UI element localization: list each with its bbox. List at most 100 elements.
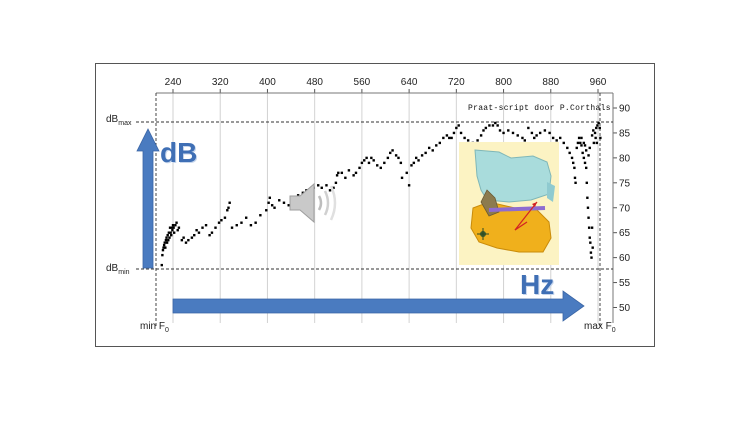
data-point-131 <box>516 134 519 137</box>
data-point-24 <box>176 228 179 232</box>
data-point-119 <box>476 139 479 142</box>
data-point-94 <box>399 161 403 165</box>
data-point-69 <box>328 189 332 192</box>
data-point-48 <box>244 216 248 219</box>
db-arrow-label: dB <box>160 137 198 168</box>
data-point-178 <box>599 136 602 140</box>
data-point-142 <box>555 139 558 142</box>
data-point-21 <box>172 231 176 234</box>
data-point-36 <box>208 233 211 237</box>
data-point-20 <box>172 226 175 229</box>
data-point-128 <box>502 131 505 135</box>
data-point-188 <box>595 141 599 145</box>
data-point-168 <box>589 251 593 254</box>
data-point-0 <box>160 263 163 267</box>
speaker-icon[interactable] <box>286 180 342 226</box>
tick-label-x-960: 960 <box>590 77 607 88</box>
data-point-175 <box>596 124 599 127</box>
chart-frame: 240 320 400 480 560 640 720 800 880 960 50 55 60 65 70… <box>95 63 655 347</box>
data-point-137 <box>535 134 538 137</box>
data-point-39 <box>217 221 221 224</box>
nasal-tip-shape <box>547 182 555 202</box>
data-point-43 <box>227 206 230 209</box>
speaker-body <box>289 182 315 224</box>
data-point-13 <box>168 236 171 239</box>
data-point-44 <box>228 201 231 204</box>
data-point-126 <box>496 124 499 127</box>
data-point-76 <box>347 169 351 172</box>
data-point-49 <box>249 224 253 227</box>
data-point-170 <box>590 226 594 229</box>
data-point-187 <box>594 136 597 140</box>
data-point-47 <box>240 221 243 224</box>
data-point-108 <box>442 136 445 140</box>
data-point-171 <box>591 246 594 249</box>
data-point-181 <box>583 144 587 147</box>
data-point-82 <box>365 156 368 160</box>
data-point-97 <box>407 184 411 187</box>
scatter-plot: 240 320 400 480 560 640 720 800 880 960 50 55 60 65 70… <box>136 77 631 326</box>
data-point-113 <box>455 126 458 130</box>
data-point-40 <box>220 219 223 222</box>
data-point-153 <box>576 141 580 145</box>
data-point-79 <box>358 166 361 170</box>
data-point-52 <box>265 209 268 212</box>
data-point-160 <box>584 166 588 170</box>
tick-label-y-55: 55 <box>619 278 631 289</box>
data-point-158 <box>582 156 586 160</box>
data-point-12 <box>167 231 171 234</box>
data-point-92 <box>394 154 398 157</box>
data-point-18 <box>171 228 174 232</box>
data-point-62 <box>301 191 305 194</box>
data-point-184 <box>588 146 591 150</box>
data-point-74 <box>340 171 344 175</box>
data-point-75 <box>344 176 347 180</box>
tick-label-x-560: 560 <box>354 77 371 88</box>
data-point-10 <box>166 233 169 237</box>
data-point-2 <box>161 248 165 252</box>
data-point-46 <box>235 224 238 227</box>
data-point-172 <box>592 141 596 145</box>
data-point-32 <box>195 228 198 232</box>
data-point-109 <box>445 134 449 137</box>
data-point-26 <box>180 238 184 242</box>
data-point-138 <box>538 131 542 135</box>
data-point-67 <box>320 186 323 189</box>
tick-label-y-80: 80 <box>619 153 631 164</box>
data-point-80 <box>360 161 364 165</box>
data-point-174 <box>595 126 598 130</box>
speaker-wave-3 <box>329 185 337 221</box>
data-point-14 <box>168 226 172 229</box>
min-f0-label: min F0 <box>140 321 169 334</box>
data-point-4 <box>162 243 166 247</box>
data-point-71 <box>334 181 338 185</box>
red-arrow-up-head <box>532 202 537 207</box>
data-point-134 <box>527 126 530 130</box>
data-point-95 <box>400 176 404 180</box>
data-point-149 <box>573 166 576 170</box>
data-point-111 <box>450 136 453 140</box>
data-point-9 <box>165 241 169 244</box>
data-point-173 <box>593 131 597 135</box>
tick-label-y-90: 90 <box>619 104 631 115</box>
data-point-161 <box>585 181 588 185</box>
data-point-135 <box>530 131 534 135</box>
data-point-159 <box>583 161 587 165</box>
data-point-28 <box>184 241 188 244</box>
data-point-110 <box>448 136 451 140</box>
data-point-133 <box>523 139 527 142</box>
red-arrow-up <box>514 201 538 231</box>
data-point-91 <box>391 149 394 152</box>
data-point-56 <box>273 206 276 209</box>
data-point-6 <box>164 246 167 249</box>
data-point-33 <box>197 231 201 234</box>
data-point-50 <box>254 221 257 224</box>
data-point-163 <box>586 206 590 209</box>
data-point-23 <box>175 221 178 224</box>
data-point-141 <box>551 136 555 140</box>
data-point-96 <box>405 171 408 175</box>
data-point-93 <box>397 156 400 160</box>
data-point-164 <box>587 216 590 219</box>
tick-label-x-880: 880 <box>542 77 559 88</box>
data-point-143 <box>559 136 562 140</box>
